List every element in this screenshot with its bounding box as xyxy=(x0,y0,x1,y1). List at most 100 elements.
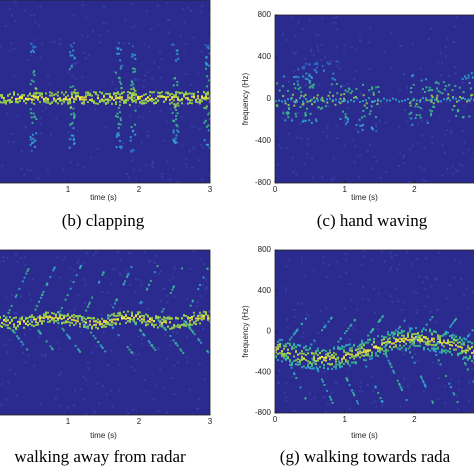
spectrogram-energy xyxy=(67,314,69,317)
spectrogram-energy xyxy=(456,100,459,103)
spectrogram-energy xyxy=(327,368,329,371)
spectrogram-speckle xyxy=(93,410,96,413)
spectrogram-energy xyxy=(111,321,113,324)
spectrogram-energy xyxy=(374,100,376,103)
spectrogram-energy xyxy=(410,91,413,94)
spectrogram-energy xyxy=(339,348,341,351)
spectrogram-speckle xyxy=(133,352,136,355)
spectrogram-energy xyxy=(86,305,89,308)
spectrogram-energy xyxy=(193,321,195,324)
spectrogram-energy xyxy=(17,100,19,103)
spectrogram-speckle xyxy=(189,9,192,12)
spectrogram-speckle xyxy=(297,112,300,115)
spectrogram-energy xyxy=(373,338,375,341)
spectrogram-energy xyxy=(227,344,229,346)
spectrogram-energy xyxy=(58,312,61,315)
spectrogram-energy xyxy=(387,331,389,334)
spectrogram-energy xyxy=(301,358,303,361)
spectrogram-energy xyxy=(69,321,71,324)
spectrogram-energy xyxy=(47,99,49,102)
spectrogram-energy xyxy=(297,358,299,361)
spectrogram-speckle xyxy=(436,362,439,365)
spectrogram-energy xyxy=(205,312,207,315)
spectrogram-speckle xyxy=(424,275,427,278)
spectrogram-energy xyxy=(471,359,473,362)
spectrogram-speckle xyxy=(304,83,307,86)
spectrogram-energy xyxy=(30,320,33,323)
spectrogram-energy xyxy=(471,329,474,332)
spectrogram-energy xyxy=(111,323,113,326)
spectrogram-energy xyxy=(207,97,209,100)
spectrogram-speckle xyxy=(308,392,311,395)
spectrogram-energy xyxy=(127,272,130,275)
spectrogram-energy xyxy=(451,335,453,338)
spectrogram-speckle xyxy=(295,356,298,359)
spectrogram-energy xyxy=(429,340,431,343)
spectrogram-speckle xyxy=(450,129,453,132)
spectrogram-energy xyxy=(396,379,399,382)
spectrogram-energy xyxy=(423,383,426,386)
spectrogram-speckle xyxy=(83,51,86,54)
spectrogram-energy xyxy=(175,134,178,137)
spectrogram-energy xyxy=(415,344,417,347)
spectrogram-speckle xyxy=(285,382,288,385)
spectrogram-energy xyxy=(185,324,187,327)
spectrogram-energy xyxy=(339,337,342,340)
spectrogram-energy xyxy=(349,353,351,356)
spectrogram-speckle xyxy=(372,287,375,290)
spectrogram-speckle xyxy=(73,14,76,17)
spectrogram-speckle xyxy=(122,64,125,67)
spectrogram-energy xyxy=(164,328,167,331)
spectrogram-speckle xyxy=(428,38,431,41)
spectrogram-speckle xyxy=(379,320,382,323)
spectrogram-energy xyxy=(134,57,137,60)
spectrogram-energy xyxy=(113,302,116,305)
spectrogram-energy xyxy=(108,315,111,318)
spectrogram-energy xyxy=(21,316,23,319)
spectrogram-speckle xyxy=(159,109,162,112)
spectrogram-speckle xyxy=(85,413,88,415)
spectrogram-energy xyxy=(183,319,186,322)
spectrogram-energy xyxy=(30,79,33,82)
spectrogram-energy xyxy=(143,314,145,317)
spectrogram-energy xyxy=(198,339,201,342)
spectrogram-energy xyxy=(405,342,407,345)
spectrogram-energy xyxy=(145,98,147,101)
spectrogram-speckle xyxy=(300,302,303,305)
spectrogram-energy xyxy=(65,96,67,99)
spectrogram-energy xyxy=(141,318,143,321)
spectrogram-speckle xyxy=(170,43,173,46)
spectrogram-speckle xyxy=(122,142,125,145)
spectrogram-energy xyxy=(308,75,311,78)
spectrogram-energy xyxy=(385,355,388,358)
spectrogram-speckle xyxy=(22,314,25,317)
spectrogram-energy xyxy=(412,74,415,77)
spectrogram-energy xyxy=(295,329,298,332)
spectrogram-energy xyxy=(301,66,304,69)
spectrogram-energy xyxy=(449,347,451,350)
spectrogram-energy xyxy=(163,320,165,323)
spectrogram-speckle xyxy=(85,16,88,19)
spectrogram-speckle xyxy=(446,37,449,40)
spectrogram-speckle xyxy=(111,268,114,271)
spectrogram-energy xyxy=(230,347,232,349)
spectrogram-energy xyxy=(130,88,133,91)
spectrogram-energy xyxy=(409,327,411,330)
spectrogram-energy xyxy=(401,338,403,341)
spectrogram-speckle xyxy=(68,310,71,313)
spectrogram-energy xyxy=(49,315,51,318)
spectrogram-speckle xyxy=(439,52,442,55)
spectrogram-energy xyxy=(317,347,319,350)
spectrogram-speckle xyxy=(160,58,163,61)
spectrogram-energy xyxy=(331,356,333,359)
spectrogram-speckle xyxy=(281,116,284,119)
spectrogram-energy xyxy=(351,361,353,364)
spectrogram-speckle xyxy=(347,101,350,104)
spectrogram-speckle xyxy=(298,123,301,126)
spectrogram-energy xyxy=(279,345,281,348)
spectrogram-energy xyxy=(206,350,209,353)
spectrogram-energy xyxy=(419,116,422,119)
spectrogram-energy xyxy=(1,101,3,104)
spectrogram-energy xyxy=(179,324,181,327)
spectrogram-energy xyxy=(145,93,147,96)
